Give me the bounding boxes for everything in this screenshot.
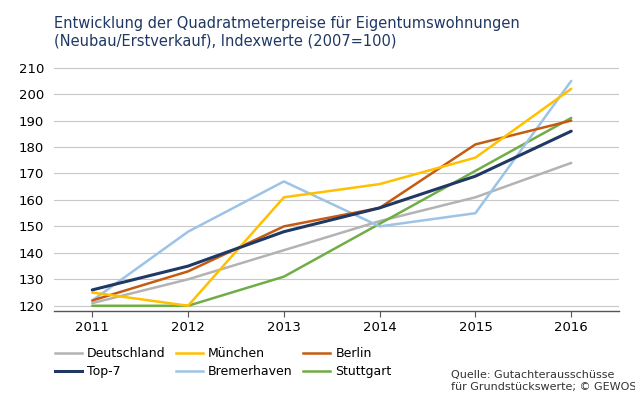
Text: Quelle: Gutachterausschüsse
für Grundstückswerte; © GEWOS: Quelle: Gutachterausschüsse für Grundstü…	[451, 370, 635, 392]
Legend: Deutschland, Top-7, München, Bremerhaven, Berlin, Stuttgart: Deutschland, Top-7, München, Bremerhaven…	[55, 347, 392, 379]
Text: Entwicklung der Quadratmeterpreise für Eigentumswohnungen
(Neubau/Erstverkauf), : Entwicklung der Quadratmeterpreise für E…	[54, 16, 519, 49]
